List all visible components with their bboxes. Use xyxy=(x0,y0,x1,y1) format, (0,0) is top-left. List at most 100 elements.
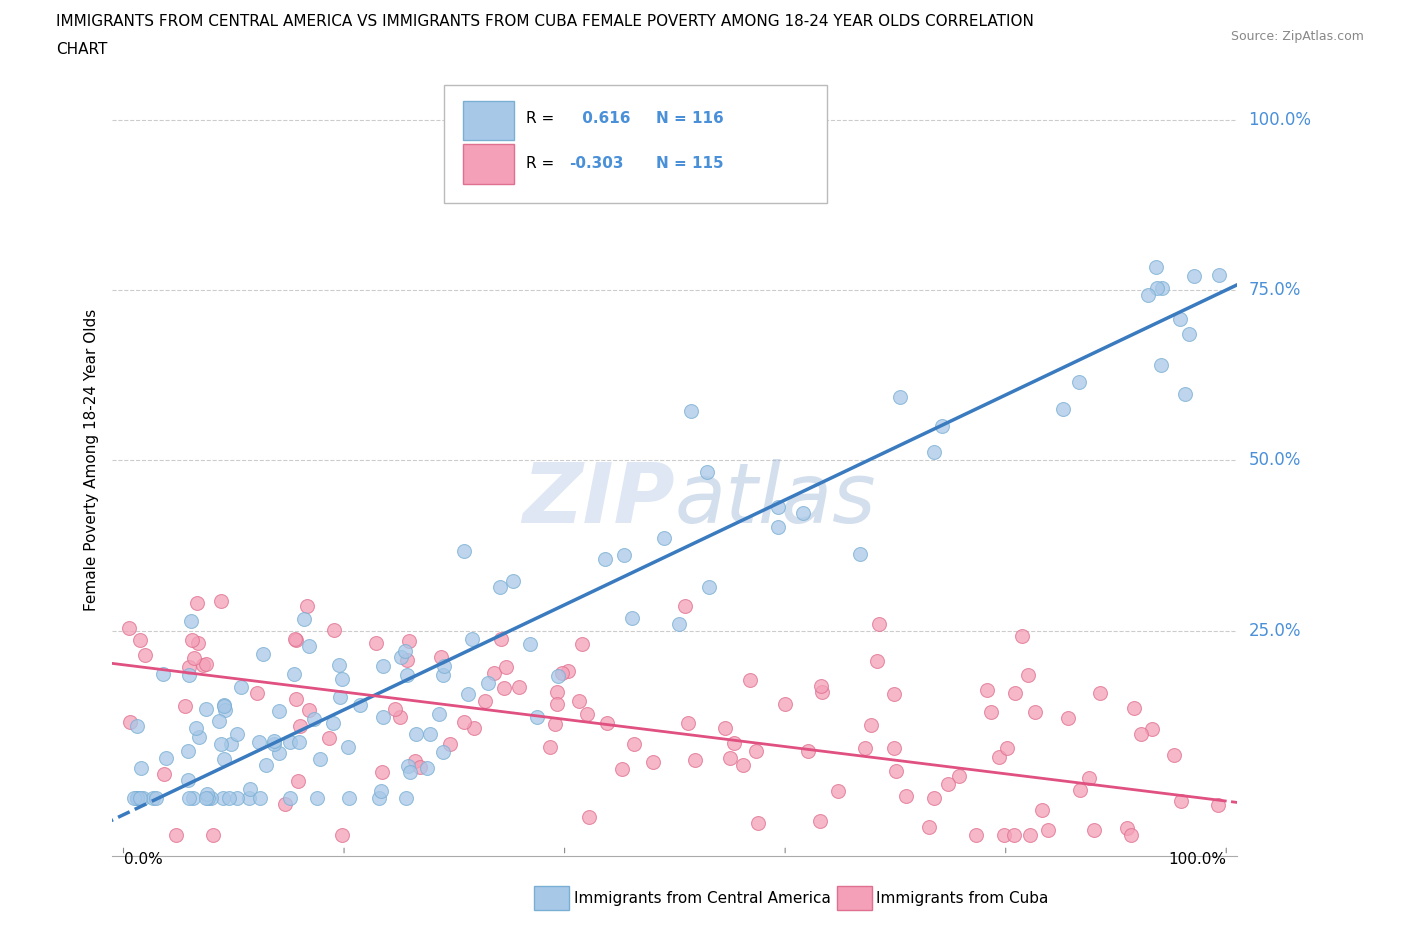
Point xyxy=(226,790,249,805)
Point xyxy=(318,730,340,745)
Point xyxy=(122,790,145,805)
Text: 75.0%: 75.0% xyxy=(1249,281,1301,299)
Point xyxy=(229,680,252,695)
Point xyxy=(808,814,831,829)
Point xyxy=(142,790,165,805)
Point xyxy=(866,654,889,669)
Point xyxy=(868,617,890,631)
Text: -0.303: -0.303 xyxy=(569,156,624,171)
Point xyxy=(1056,711,1078,725)
Point xyxy=(274,796,297,811)
Point xyxy=(263,733,285,748)
Text: N = 116: N = 116 xyxy=(655,112,724,126)
Point xyxy=(181,632,204,647)
Point xyxy=(195,702,218,717)
Point xyxy=(218,790,240,805)
Text: N = 115: N = 115 xyxy=(655,156,723,171)
Point xyxy=(389,710,412,724)
Y-axis label: Female Poverty Among 18-24 Year Olds: Female Poverty Among 18-24 Year Olds xyxy=(83,309,98,612)
Point xyxy=(254,757,277,772)
Point xyxy=(249,790,271,805)
Point xyxy=(1130,726,1153,741)
Point xyxy=(292,612,315,627)
Point xyxy=(246,685,269,700)
Point xyxy=(526,710,548,724)
Point xyxy=(1168,312,1191,326)
FancyBboxPatch shape xyxy=(464,100,515,140)
Point xyxy=(995,740,1018,755)
Point xyxy=(304,711,326,726)
Point xyxy=(129,761,152,776)
Point xyxy=(1002,828,1025,843)
Point xyxy=(214,702,236,717)
Point xyxy=(668,616,690,631)
Point xyxy=(884,764,907,778)
Text: R =: R = xyxy=(526,112,560,126)
Point xyxy=(405,726,427,741)
Point xyxy=(186,595,208,610)
Text: 50.0%: 50.0% xyxy=(1249,451,1301,470)
Point xyxy=(212,698,235,713)
Text: Source: ZipAtlas.com: Source: ZipAtlas.com xyxy=(1230,30,1364,43)
Point xyxy=(1136,287,1159,302)
Point xyxy=(508,680,530,695)
Point xyxy=(337,740,360,755)
Point xyxy=(173,698,195,713)
Point xyxy=(1019,828,1042,843)
Point xyxy=(457,686,479,701)
Point xyxy=(118,715,141,730)
Point xyxy=(409,759,432,774)
Point xyxy=(166,828,188,843)
Point xyxy=(298,702,321,717)
Point xyxy=(200,790,222,805)
Point xyxy=(720,751,742,765)
Text: 0.0%: 0.0% xyxy=(124,852,162,867)
Point xyxy=(697,579,720,594)
Text: R =: R = xyxy=(526,156,560,171)
Point xyxy=(295,598,318,613)
Text: Immigrants from Central America: Immigrants from Central America xyxy=(574,891,831,906)
Point xyxy=(219,737,242,751)
Point xyxy=(676,716,699,731)
Point xyxy=(197,790,219,805)
Point xyxy=(568,694,591,709)
Point xyxy=(1038,822,1060,837)
Point xyxy=(810,679,832,694)
Point xyxy=(208,713,231,728)
Point xyxy=(201,828,224,843)
Point xyxy=(883,686,905,701)
Point xyxy=(1052,401,1074,416)
Text: IMMIGRANTS FROM CENTRAL AMERICA VS IMMIGRANTS FROM CUBA FEMALE POVERTY AMONG 18-: IMMIGRANTS FROM CENTRAL AMERICA VS IMMIG… xyxy=(56,14,1035,29)
Point xyxy=(309,751,332,766)
Point xyxy=(797,743,820,758)
Point xyxy=(811,684,834,699)
Point xyxy=(330,828,353,843)
Point xyxy=(965,828,987,843)
Point xyxy=(733,758,755,773)
Point xyxy=(180,614,202,629)
Point xyxy=(502,574,524,589)
Point xyxy=(1206,797,1229,812)
Text: atlas: atlas xyxy=(675,459,876,540)
Point xyxy=(976,683,998,698)
Point xyxy=(453,543,475,558)
Point xyxy=(371,710,394,724)
Point xyxy=(404,754,426,769)
Point xyxy=(267,703,290,718)
Point xyxy=(432,668,454,683)
Point xyxy=(938,777,960,791)
Point xyxy=(329,690,352,705)
Point xyxy=(768,500,790,515)
Text: 0.616: 0.616 xyxy=(576,112,630,126)
Point xyxy=(432,745,454,760)
Point xyxy=(1031,803,1053,817)
Point xyxy=(987,749,1010,764)
Point xyxy=(980,705,1002,720)
Point xyxy=(612,548,634,563)
Point xyxy=(482,665,505,680)
Point xyxy=(1208,268,1230,283)
Point xyxy=(1146,281,1168,296)
Point xyxy=(1163,748,1185,763)
Point xyxy=(129,632,152,647)
Point xyxy=(194,657,217,671)
